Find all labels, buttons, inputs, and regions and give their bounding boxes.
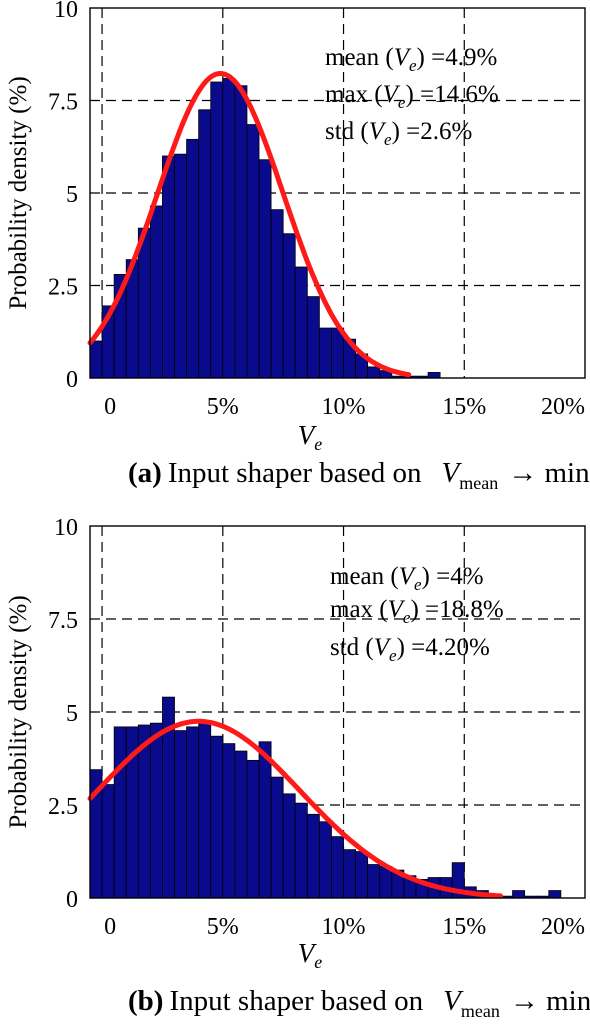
histogram-bar	[294, 802, 308, 899]
histogram-bars	[89, 77, 441, 379]
y-tick-label: 0	[66, 887, 78, 913]
fit-curve	[87, 71, 412, 378]
histogram-bar	[162, 155, 175, 379]
histogram-bar	[113, 726, 127, 899]
x-tick-label: 15%	[442, 914, 486, 940]
histogram-bar	[306, 813, 320, 899]
histogram-bar	[282, 233, 296, 379]
histogram-bar	[306, 296, 320, 379]
histogram-bar	[343, 849, 357, 899]
histogram-bar	[512, 890, 526, 899]
x-axis-label: Ve	[298, 938, 323, 972]
histogram-bar	[198, 720, 212, 899]
histogram-bar	[355, 851, 369, 899]
histogram-bar	[174, 153, 187, 379]
fit-curve	[87, 718, 503, 899]
x-tick-label: 5%	[207, 394, 239, 420]
histogram-bar	[246, 759, 260, 899]
chart-panel-a: 0 2.5 5 7.5 10 0 5% 10% 15% 20% Probability densit…	[5, 0, 590, 493]
histogram-bar	[210, 735, 224, 899]
y-tick-label: 0	[66, 367, 78, 393]
histogram-bar	[258, 159, 272, 379]
histogram-bar	[246, 124, 260, 379]
histogram-bar	[198, 109, 212, 379]
chart-panel-b: 0 2.5 5 7.5 10 0 5% 10% 15% 20% Probability densit…	[5, 515, 590, 1021]
y-tick-label: 10	[54, 0, 78, 23]
histogram-bar	[318, 821, 332, 899]
x-tick-label: 10%	[322, 914, 366, 940]
histogram-bar	[331, 836, 344, 899]
plot-frame	[89, 7, 586, 379]
histogram-bar	[210, 81, 224, 379]
histogram-bar	[270, 776, 284, 899]
y-axis-label: Probability density (%)	[5, 76, 32, 309]
histogram-bar	[222, 743, 236, 899]
stat-annotation: max (Ve) =14.6%	[325, 81, 499, 112]
histogram-bar	[186, 138, 200, 379]
histogram-bar	[548, 890, 562, 899]
histogram-bar	[367, 864, 381, 899]
histogram-bar	[234, 750, 248, 899]
stat-annotation: std (Ve) =4.20%	[330, 634, 490, 665]
y-axis-label: Probability density (%)	[5, 595, 32, 828]
stat-annotation: max (Ve) =18.8%	[330, 596, 504, 627]
y-tick-label: 10	[54, 515, 78, 541]
histogram-bar	[318, 327, 332, 379]
histogram-bar	[270, 209, 284, 379]
y-tick-label: 7.5	[48, 90, 78, 116]
x-axis-label: Ve	[298, 420, 323, 454]
histogram-bar	[331, 327, 344, 379]
histogram-bar	[89, 340, 103, 379]
histogram-bar	[258, 741, 272, 899]
histogram-bars	[89, 696, 562, 899]
plot-frame	[89, 525, 586, 899]
x-tick-label: 5%	[207, 914, 239, 940]
histogram-bar	[186, 726, 200, 899]
histogram-bar	[294, 266, 308, 379]
x-tick-label: 10%	[322, 394, 366, 420]
histogram-bar	[427, 372, 441, 379]
histogram-bar	[367, 366, 381, 379]
stat-annotation: mean (Ve) =4.9%	[325, 44, 497, 75]
panel-caption: (a) Input shaper based on Vmean → min	[128, 457, 590, 493]
x-tick-label: 20%	[541, 914, 585, 940]
x-tick-label: 0	[104, 394, 116, 420]
histogram-bar	[101, 784, 115, 899]
y-tick-label: 5	[66, 182, 78, 208]
histogram-bar	[149, 205, 163, 379]
x-tick-label: 15%	[442, 394, 486, 420]
y-tick-label: 2.5	[48, 794, 78, 820]
histogram-bar	[174, 730, 187, 899]
histogram-bar	[234, 85, 248, 379]
y-tick-label: 5	[66, 701, 78, 727]
stat-annotation: mean (Ve) =4%	[330, 563, 484, 594]
stat-annotation: std (Ve) =2.6%	[325, 118, 472, 149]
histogram-bar	[149, 722, 163, 899]
panel-caption: (b) Input shaper based on Vmean → min	[128, 985, 590, 1021]
y-tick-label: 2.5	[48, 275, 78, 301]
histogram-bar	[379, 865, 393, 899]
histogram-bar	[222, 77, 236, 379]
histogram-bar	[282, 793, 296, 899]
y-tick-label: 7.5	[48, 608, 78, 634]
x-tick-label: 20%	[541, 394, 585, 420]
x-tick-label: 0	[104, 914, 116, 940]
